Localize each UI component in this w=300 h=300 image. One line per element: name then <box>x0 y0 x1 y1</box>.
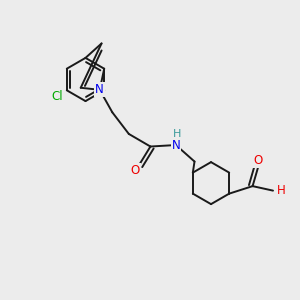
Text: O: O <box>131 164 140 177</box>
Text: O: O <box>254 154 262 167</box>
Text: H: H <box>173 129 182 139</box>
Text: H: H <box>277 184 286 197</box>
Text: N: N <box>172 139 180 152</box>
Text: Cl: Cl <box>51 89 63 103</box>
Text: N: N <box>95 83 104 96</box>
